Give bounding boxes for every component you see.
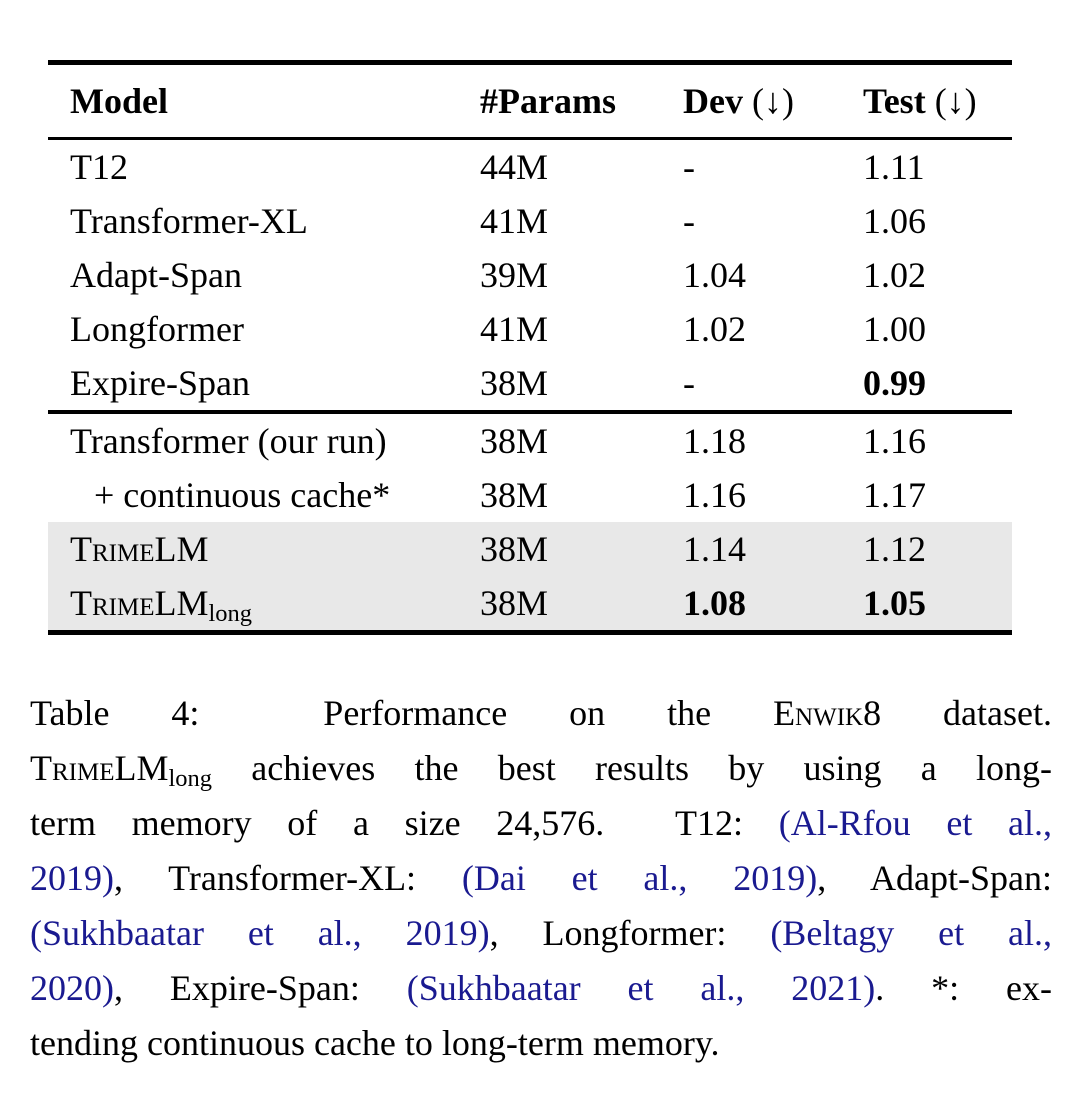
dev-cell: - bbox=[683, 363, 695, 403]
model-name: TrimeLM bbox=[70, 529, 209, 569]
test-cell: 0.99 bbox=[863, 363, 926, 403]
caption-line: tending continuous cache to long-term me… bbox=[30, 1016, 1052, 1071]
dev-cell: 1.02 bbox=[683, 309, 746, 349]
model-cell: Adapt-Span bbox=[48, 248, 480, 302]
params-cell: 38M bbox=[480, 421, 549, 461]
header-test-label: Test bbox=[863, 81, 926, 121]
caption-text: , Longformer: bbox=[489, 913, 771, 953]
caption-line: 2019), Transformer-XL: (Dai et al., 2019… bbox=[30, 851, 1052, 906]
caption-text: TrimeLM bbox=[30, 748, 169, 788]
caption-line: TrimeLMlong achieves the best results by… bbox=[30, 741, 1052, 796]
table-row: Adapt-Span 39M 1.04 1.02 bbox=[48, 248, 1012, 302]
test-cell: 1.00 bbox=[863, 309, 926, 349]
table-row: + continuous cache* 38M 1.16 1.17 bbox=[48, 468, 1012, 522]
header-dev-label: Dev bbox=[683, 81, 743, 121]
citation-link[interactable]: (Al-Rfou et al., bbox=[778, 803, 1053, 843]
model-name: T12 bbox=[70, 147, 128, 187]
model-cell: TrimeLM bbox=[48, 522, 480, 576]
dev-cell: 1.18 bbox=[683, 421, 746, 461]
header-test: Test (↓) bbox=[863, 65, 1012, 137]
model-cell: TrimeLMlong bbox=[48, 576, 480, 630]
table-row: Expire-Span 38M - 0.99 bbox=[48, 356, 1012, 410]
model-cell: Longformer bbox=[48, 302, 480, 356]
params-cell: 41M bbox=[480, 201, 549, 241]
model-cell: Expire-Span bbox=[48, 356, 480, 410]
header-params: #Params bbox=[480, 81, 616, 121]
caption-text: tending continuous cache to long-term me… bbox=[30, 1023, 720, 1063]
citation-link[interactable]: (Dai et al., 2019) bbox=[461, 858, 818, 898]
caption-text: , Expire-Span: bbox=[114, 968, 407, 1008]
model-cell: + continuous cache* bbox=[48, 468, 480, 522]
params-cell: 41M bbox=[480, 309, 549, 349]
citation-link[interactable]: (Sukhbaatar et al., 2019) bbox=[30, 913, 490, 953]
dev-cell: - bbox=[683, 147, 695, 187]
model-cell: Transformer (our run) bbox=[48, 414, 480, 468]
table-row: Transformer (our run) 38M 1.18 1.16 bbox=[48, 410, 1012, 468]
model-name: TrimeLM bbox=[70, 583, 209, 623]
dev-cell: 1.16 bbox=[683, 475, 746, 515]
model-name: Longformer bbox=[70, 309, 244, 349]
dev-cell: 1.04 bbox=[683, 255, 746, 295]
model-name: Adapt-Span bbox=[70, 255, 242, 295]
test-cell: 1.17 bbox=[863, 475, 926, 515]
caption-line: (Sukhbaatar et al., 2019), Longformer: (… bbox=[30, 906, 1052, 961]
citation-link[interactable]: 2020) bbox=[30, 968, 114, 1008]
header-dev: Dev (↓) bbox=[683, 65, 863, 137]
test-cell: 1.16 bbox=[863, 421, 926, 461]
caption-text: term memory of a size 24,576. T12: bbox=[30, 803, 779, 843]
test-cell: 1.06 bbox=[863, 201, 926, 241]
table-header-row: Model #Params Dev (↓) Test (↓) bbox=[48, 65, 1012, 140]
table-row: T12 44M - 1.11 bbox=[48, 140, 1012, 194]
down-arrow-icon: (↓) bbox=[751, 81, 794, 121]
caption-line: 2020), Expire-Span: (Sukhbaatar et al., … bbox=[30, 961, 1052, 1016]
test-cell: 1.02 bbox=[863, 255, 926, 295]
caption-text: dataset. bbox=[881, 693, 1052, 733]
test-cell: 1.11 bbox=[863, 147, 925, 187]
citation-link[interactable]: (Sukhbaatar et al., 2021) bbox=[406, 968, 876, 1008]
params-cell: 38M bbox=[480, 363, 549, 403]
table-caption: Table 4: Performance on the Enwik8 datas… bbox=[30, 686, 1052, 1071]
table-row: Transformer-XL 41M - 1.06 bbox=[48, 194, 1012, 248]
params-cell: 44M bbox=[480, 147, 549, 187]
model-name: + continuous cache* bbox=[94, 475, 391, 515]
model-name: Transformer (our run) bbox=[70, 421, 387, 461]
params-cell: 39M bbox=[480, 255, 549, 295]
table-row: TrimeLMlong 38M 1.08 1.05 bbox=[48, 576, 1012, 630]
model-subscript: long bbox=[208, 600, 253, 628]
model-name: Expire-Span bbox=[70, 363, 250, 403]
caption-text: achieves the best results by using a lon… bbox=[212, 748, 1052, 788]
citation-link[interactable]: 2019) bbox=[30, 858, 114, 898]
dev-cell: - bbox=[683, 201, 695, 241]
test-cell: 1.12 bbox=[863, 529, 926, 569]
table-row: TrimeLM 38M 1.14 1.12 bbox=[48, 522, 1012, 576]
caption-line: term memory of a size 24,576. T12: (Al-R… bbox=[30, 796, 1052, 851]
dev-cell: 1.14 bbox=[683, 529, 746, 569]
citation-link[interactable]: (Beltagy et al., bbox=[770, 913, 1053, 953]
dev-cell: 1.08 bbox=[683, 583, 746, 623]
caption-text: , Adapt-Span: bbox=[817, 858, 1053, 898]
caption-text: . *: ex- bbox=[875, 968, 1053, 1008]
caption-text: Enwik8 bbox=[773, 693, 882, 733]
caption-text: Table 4: Performance on the bbox=[30, 693, 774, 733]
down-arrow-icon: (↓) bbox=[934, 81, 977, 121]
model-cell: Transformer-XL bbox=[48, 194, 480, 248]
params-cell: 38M bbox=[480, 475, 549, 515]
model-cell: T12 bbox=[48, 140, 480, 194]
caption-subscript: long bbox=[168, 765, 213, 793]
test-cell: 1.05 bbox=[863, 583, 926, 623]
table-row: Longformer 41M 1.02 1.00 bbox=[48, 302, 1012, 356]
results-table: Model #Params Dev (↓) Test (↓) T12 44M -1.11… bbox=[48, 60, 1012, 635]
params-cell: 38M bbox=[480, 529, 549, 569]
params-cell: 38M bbox=[480, 583, 549, 623]
header-model: Model bbox=[70, 81, 168, 121]
caption-text: , Transformer-XL: bbox=[114, 858, 462, 898]
caption-line: Table 4: Performance on the Enwik8 datas… bbox=[30, 686, 1052, 741]
model-name: Transformer-XL bbox=[70, 201, 308, 241]
table-body: T12 44M - 1.11 Transformer-XL 41M - 1.06 Adapt-S… bbox=[48, 140, 1012, 630]
